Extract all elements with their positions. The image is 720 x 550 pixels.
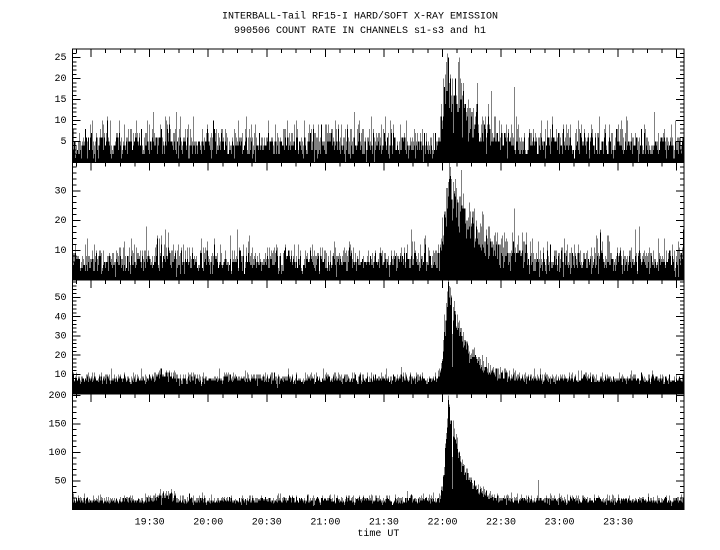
svg-text:21:00: 21:00 (310, 517, 340, 528)
svg-text:22:00: 22:00 (427, 517, 457, 528)
svg-text:40: 40 (54, 312, 66, 323)
svg-text:150: 150 (48, 420, 66, 431)
svg-text:23:30: 23:30 (603, 517, 633, 528)
svg-text:19:30: 19:30 (135, 517, 165, 528)
svg-text:990506 COUNT RATE IN CHANNEL: 990506 COUNT RATE IN CHANNELS s1-s3 and … (234, 25, 486, 37)
svg-text:50: 50 (54, 477, 66, 488)
svg-text:20: 20 (54, 74, 66, 85)
svg-text:25: 25 (54, 53, 66, 64)
svg-text:20:00: 20:00 (193, 517, 223, 528)
svg-text:20:30: 20:30 (252, 517, 282, 528)
svg-text:10: 10 (54, 370, 66, 381)
svg-text:23:00: 23:00 (545, 517, 575, 528)
svg-text:5: 5 (60, 137, 66, 148)
svg-text:20: 20 (54, 351, 66, 362)
svg-text:200: 200 (48, 391, 66, 402)
svg-text:15: 15 (54, 95, 66, 106)
svg-text:100: 100 (48, 448, 66, 459)
svg-text:time UT: time UT (357, 528, 399, 540)
svg-text:10: 10 (54, 246, 66, 257)
svg-text:21:30: 21:30 (369, 517, 399, 528)
svg-text:50: 50 (54, 293, 66, 304)
svg-text:20: 20 (54, 216, 66, 227)
svg-text:10: 10 (54, 116, 66, 127)
svg-text:30: 30 (54, 332, 66, 343)
svg-text:22:30: 22:30 (486, 517, 516, 528)
svg-text:30: 30 (54, 186, 66, 197)
svg-text:INTERBALL-Tail RF15-I HARD/SOF: INTERBALL-Tail RF15-I HARD/SOFT X-RAY EM… (222, 11, 498, 23)
